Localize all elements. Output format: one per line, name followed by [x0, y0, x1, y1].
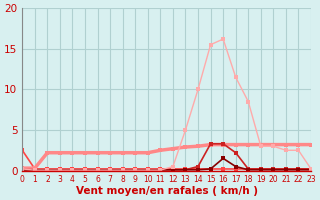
- X-axis label: Vent moyen/en rafales ( km/h ): Vent moyen/en rafales ( km/h ): [76, 186, 258, 196]
